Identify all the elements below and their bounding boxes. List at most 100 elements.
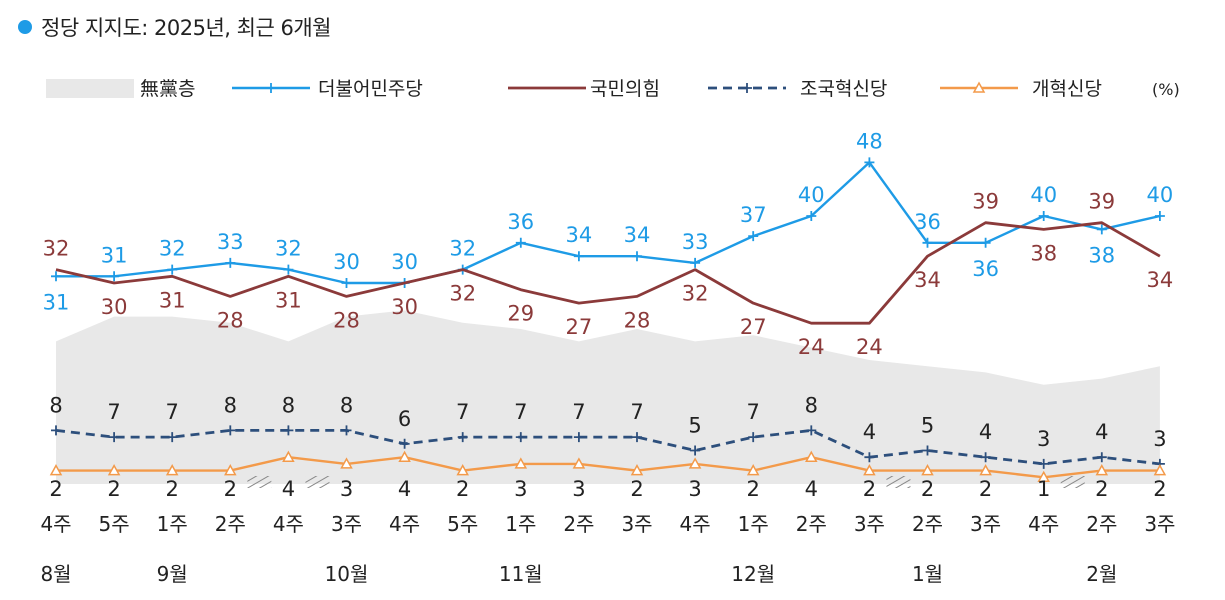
data-point-rebuild: [864, 452, 875, 463]
legend-label-reform: 개혁신당: [1032, 78, 1102, 100]
legend-label-ppp: 국민의힘: [590, 78, 660, 100]
legend-unit: (%): [1152, 80, 1180, 99]
x-tick-label: 2주: [215, 512, 246, 536]
data-label-rebuild: 8: [224, 393, 237, 417]
time-gap-marker: [1060, 476, 1085, 488]
series-line-reform: [56, 456, 1160, 479]
data-point-reform: [49, 464, 63, 476]
data-label-ppp: 34: [914, 268, 941, 292]
data-label-dem: 33: [217, 230, 244, 254]
data-label-ppp: 24: [856, 335, 883, 359]
data-label-reform: 3: [340, 477, 353, 501]
data-point-rebuild: [922, 445, 933, 456]
legend-marker-rebuild: [742, 83, 752, 93]
data-point-rebuild: [399, 438, 410, 449]
data-point-reform: [398, 450, 411, 462]
data-label-rebuild: 3: [1037, 427, 1050, 451]
data-label-reform: 2: [224, 477, 237, 501]
legend-swatch-none: [46, 79, 134, 98]
data-label-rebuild: 7: [166, 400, 179, 424]
data-label-reform: 2: [166, 477, 179, 501]
data-label-rebuild: 5: [921, 414, 934, 438]
data-label-dem: 34: [566, 223, 593, 247]
data-label-reform: 2: [107, 477, 120, 501]
data-label-rebuild: 7: [514, 400, 527, 424]
data-label-dem: 32: [275, 237, 302, 261]
x-month-label: 9월: [157, 562, 188, 586]
data-point-rebuild: [515, 432, 526, 443]
data-label-dem: 34: [624, 223, 651, 247]
data-label-dem: 30: [391, 250, 418, 274]
data-label-ppp: 30: [101, 295, 128, 319]
data-label-ppp: 28: [217, 308, 244, 332]
data-label-ppp: 39: [1088, 190, 1115, 214]
data-label-dem: 31: [43, 290, 70, 314]
time-gap-marker: [305, 476, 330, 488]
data-label-dem: 36: [914, 210, 941, 234]
x-month-label: 11월: [499, 562, 543, 586]
data-point-reform: [1153, 464, 1167, 476]
data-point-reform: [514, 457, 528, 469]
data-label-ppp: 39: [972, 190, 999, 214]
data-label-rebuild: 8: [49, 393, 62, 417]
data-point-rebuild: [51, 425, 61, 436]
data-point-rebuild: [980, 452, 991, 463]
data-label-rebuild: 3: [1153, 427, 1166, 451]
data-point-reform: [340, 457, 353, 469]
data-point-reform: [1095, 464, 1109, 476]
data-point-dem: [167, 264, 178, 275]
series-line-rebuild: [55, 428, 1161, 466]
data-point-dem: [51, 271, 61, 282]
data-point-dem: [1038, 211, 1049, 221]
x-tick-label: 3주: [621, 512, 652, 536]
data-label-reform: 2: [456, 477, 469, 501]
data-label-dem: 33: [682, 230, 709, 254]
data-label-rebuild: 8: [340, 393, 353, 417]
data-point-dem: [748, 231, 759, 242]
data-point-rebuild: [748, 432, 759, 443]
bullet-dot-icon: [18, 20, 32, 34]
data-point-dem: [573, 251, 584, 262]
x-tick-label: 5주: [99, 512, 130, 536]
data-label-reform: 3: [514, 477, 527, 501]
data-label-rebuild: 7: [747, 400, 760, 424]
x-tick-label: 2주: [912, 512, 943, 536]
data-label-ppp: 29: [507, 302, 534, 326]
data-label-ppp: 28: [624, 308, 651, 332]
data-label-reform: 2: [1153, 477, 1166, 501]
legend-marker-reform: [972, 81, 986, 93]
data-label-reform: 2: [979, 477, 992, 501]
independents-area: [56, 310, 1160, 484]
data-label-reform: 2: [1095, 477, 1108, 501]
data-label-ppp: 38: [1030, 241, 1057, 265]
data-label-ppp: 32: [682, 282, 709, 306]
data-label-reform: 4: [805, 477, 818, 501]
data-point-rebuild: [573, 432, 584, 443]
data-label-dem: 36: [972, 257, 999, 281]
x-tick-label: 4주: [273, 512, 304, 536]
data-point-dem: [1154, 211, 1165, 221]
data-label-rebuild: 8: [282, 393, 295, 417]
x-tick-label: 4주: [389, 512, 420, 536]
data-label-rebuild: 4: [863, 420, 876, 444]
data-label-dem: 36: [507, 210, 534, 234]
x-tick-label: 4주: [1028, 512, 1059, 536]
data-point-reform: [863, 464, 876, 476]
x-month-label: 10월: [325, 562, 369, 586]
data-point-dem: [632, 251, 642, 262]
data-point-reform: [746, 464, 760, 476]
chart-title: 정당 지지도: 2025년, 최근 6개월: [41, 16, 331, 40]
time-gap-marker: [247, 476, 272, 488]
x-tick-label: 2주: [1086, 512, 1117, 536]
data-label-dem: 31: [101, 243, 128, 267]
data-point-reform: [630, 464, 644, 476]
data-point-rebuild: [632, 432, 642, 443]
x-tick-label: 1주: [157, 512, 188, 536]
x-tick-label: 4주: [40, 512, 71, 536]
data-label-ppp: 28: [333, 308, 360, 332]
data-point-reform: [456, 464, 469, 476]
data-point-rebuild: [341, 425, 352, 436]
data-point-rebuild: [109, 432, 120, 443]
data-label-rebuild: 7: [630, 400, 643, 424]
